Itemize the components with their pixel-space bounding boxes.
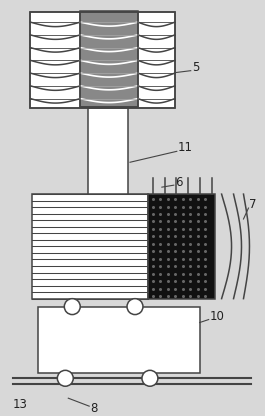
Bar <box>88 107 128 199</box>
Bar <box>80 11 138 106</box>
Bar <box>30 12 175 107</box>
Text: 6: 6 <box>175 176 182 189</box>
Text: 8: 8 <box>90 401 98 415</box>
Circle shape <box>57 370 73 386</box>
Text: 5: 5 <box>192 61 199 74</box>
Bar <box>32 194 148 299</box>
Circle shape <box>64 299 80 314</box>
Bar <box>80 12 138 106</box>
Bar <box>30 12 175 107</box>
Circle shape <box>142 370 158 386</box>
Text: 13: 13 <box>12 398 27 411</box>
Text: 7: 7 <box>249 198 257 210</box>
Circle shape <box>127 299 143 314</box>
Bar <box>38 307 200 373</box>
Text: 10: 10 <box>210 310 224 323</box>
Bar <box>148 194 215 299</box>
Text: 11: 11 <box>178 141 193 154</box>
